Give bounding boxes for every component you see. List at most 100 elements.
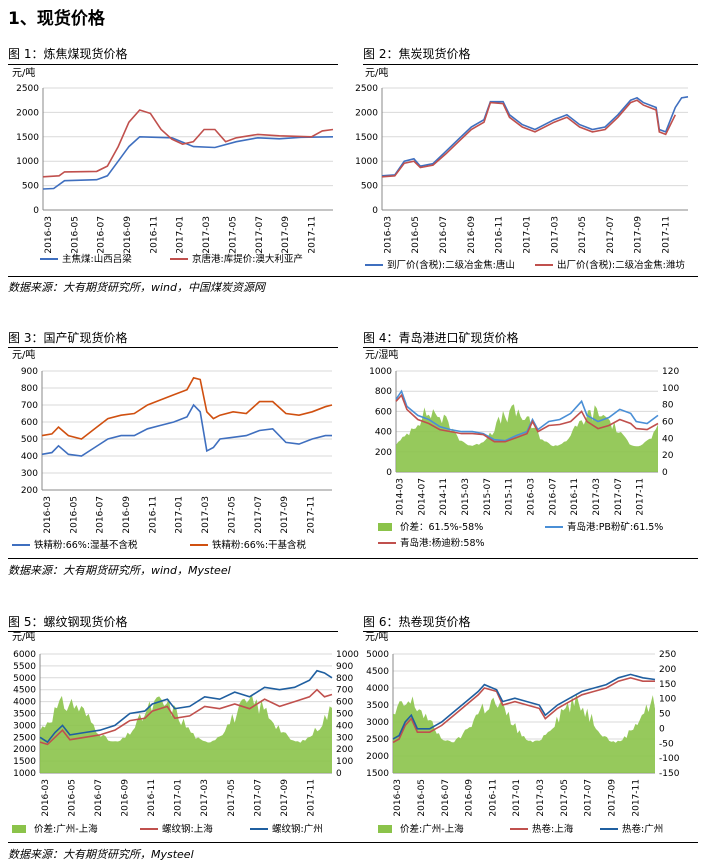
chart-2-ytick: 1500 [355,133,378,143]
chart-2-xtick: 2016-07 [439,216,449,254]
chart-2-xtick: 2017-05 [578,216,588,254]
chart-1-ytick: 500 [22,182,39,192]
chart-4-ytick: 0 [386,468,392,478]
chart-6-ytick: 2500 [366,735,389,745]
rule-2 [8,558,698,559]
chart-3-ytick: 800 [21,384,38,394]
chart-6-xtick: 2016-09 [465,779,475,817]
chart-3-xtick: 2017-07 [254,496,264,534]
chart-5-y2tick: 900 [336,662,353,672]
page-title: 1、现货价格 [8,9,105,29]
chart-6-ytick: 4500 [366,667,389,677]
chart-1-xtick: 2016-07 [97,216,107,254]
chart-1-xtick: 2016-03 [44,216,54,254]
chart-3-xtick: 2017-09 [280,496,290,534]
chart-6-xtick: 2016-11 [488,779,498,817]
chart-4-legend-swatch [378,523,392,531]
chart-5-ytick: 6000 [13,650,36,660]
chart-2-legend-label: 出厂价(含税):二级冶金焦:潍坊 [557,259,685,271]
chart-5-ytick: 3500 [13,710,36,720]
chart-5-xtick: 2017-11 [306,779,316,817]
chart-4-xtick: 2014-03 [396,478,406,516]
chart-6-y2tick: 100 [659,695,676,705]
chart-3-xtick: 2017-03 [201,496,211,534]
chart-2-rule [363,64,698,65]
chart-2-legend-label: 到厂价(含税):二级冶金焦:唐山 [387,259,515,271]
chart-5-rule [8,631,338,632]
chart-5-xtick: 2016-11 [147,779,157,817]
chart-5-xtick: 2016-07 [94,779,104,817]
chart-6-rule [363,631,698,632]
chart-6-ytick: 4000 [366,684,389,694]
chart-4-xtick: 2014-11 [439,478,449,516]
chart-4-y2tick: 60 [662,418,674,428]
chart-6-y2tick: 150 [659,680,676,690]
chart-3-xtick: 2016-11 [148,496,158,534]
chart-6-xtick: 2017-05 [560,779,570,817]
chart-5-ytick: 2500 [13,733,36,743]
chart-3-ytick: 600 [21,418,38,428]
chart-3-ytick: 700 [21,401,38,411]
chart-6-xtick: 2017-09 [608,779,618,817]
chart-2-xtick: 2017-07 [606,216,616,254]
chart-3-xtick: 2017-05 [227,496,237,534]
chart-3-xtick: 2016-07 [96,496,106,534]
chart-6-legend-label: 热卷:上海 [532,823,574,835]
chart-1-title: 图 1：炼焦煤现货价格 [8,47,128,61]
chart-4-ytick: 200 [375,448,392,458]
chart-6-legend-label: 热卷:广州 [622,823,663,835]
chart-6-xtick: 2016-07 [441,779,451,817]
chart-5-ytick: 5000 [13,674,36,684]
chart-3-xtick: 2016-09 [122,496,132,534]
chart-4-xtick: 2015-07 [483,478,493,516]
chart-5-y2tick: 100 [336,757,353,767]
chart-3-xtick: 2017-11 [307,496,317,534]
rule-3 [8,842,698,843]
chart-6-xtick: 2017-11 [631,779,641,817]
chart-3-rule [8,347,338,348]
chart-1-ytick: 0 [33,206,39,216]
chart-5-xtick: 2017-05 [227,779,237,817]
chart-3-title: 图 3：国产矿现货价格 [8,331,128,345]
chart-4-y2tick: 100 [662,384,679,394]
chart-6-ytick: 3500 [366,701,389,711]
chart-6-y2tick: -150 [659,769,680,779]
chart-1-ytick: 1500 [16,133,39,143]
chart-6-y2tick: 50 [659,710,671,720]
chart-3-ytick: 900 [21,367,38,377]
chart-2-xtick: 2017-09 [634,216,644,254]
chart-4-ylabel: 元/湿吨 [365,348,398,361]
chart-6-y2tick: 0 [659,724,665,734]
chart-6-xtick: 2017-07 [584,779,594,817]
chart-6-line-series [392,673,656,740]
chart-2-xtick: 2017-01 [522,216,532,254]
chart-1-ylabel: 元/吨 [12,66,35,79]
chart-1-ytick: 1000 [16,157,39,167]
chart-6-ytick: 3000 [366,718,389,728]
chart-6-area-series [393,693,655,773]
chart-5-ytick: 1500 [13,757,36,767]
chart-4-line-series [395,389,659,442]
chart-5-y2tick: 700 [336,686,353,696]
chart-4-xtick: 2016-03 [527,478,537,516]
chart-4-line-series [395,393,659,443]
chart-5-xtick: 2016-09 [121,779,131,817]
rule-1 [8,276,698,277]
chart-1-xtick: 2017-01 [176,216,186,254]
source-3: 数据来源：大有期货研究所，Mysteel [8,848,194,861]
chart-5-y2tick: 200 [336,745,353,755]
chart-4-xtick: 2015-03 [461,478,471,516]
chart-2-ytick: 500 [361,182,378,192]
chart-6-xtick: 2017-03 [536,779,546,817]
chart-4-xtick: 2017-11 [636,478,646,516]
chart-1-xtick: 2016-09 [123,216,133,254]
chart-5-legend-label: 螺纹钢:广州 [272,823,323,835]
chart-4-legend-label: 青岛港:PB粉矿:61.5% [567,521,663,533]
chart-5-y2tick: 300 [336,733,353,743]
chart-6-line-series [392,676,655,744]
chart-3-legend-label: 铁精粉:66%:湿基不含税 [34,539,138,551]
chart-6-ytick: 2000 [366,752,389,762]
chart-1-xtick: 2017-09 [281,216,291,254]
